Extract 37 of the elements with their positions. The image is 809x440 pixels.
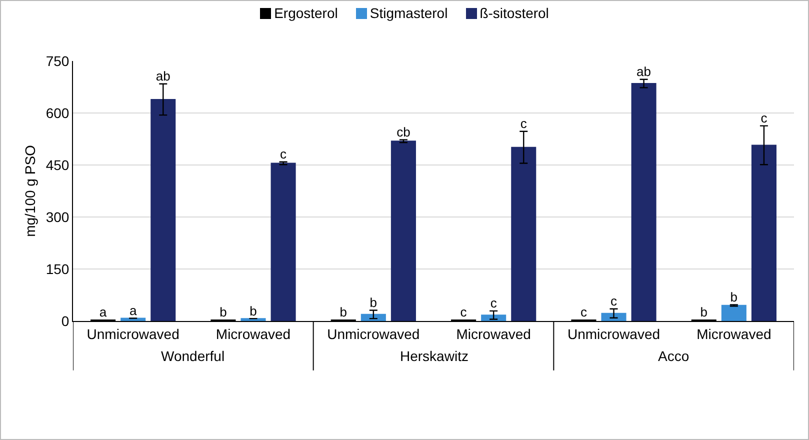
- y-tick-label: 450: [46, 156, 70, 173]
- data-label: c: [460, 304, 468, 320]
- x-tick-label: Unmicrowaved: [86, 326, 180, 342]
- x-tick-label: Unmicrowaved: [567, 326, 660, 342]
- legend-label: Stigmasterol: [370, 5, 448, 21]
- data-label: a: [99, 304, 108, 320]
- x-tick-label: Unmicrowaved: [327, 326, 420, 342]
- data-label: c: [520, 116, 528, 132]
- data-label: c: [490, 296, 498, 311]
- data-label: a: [129, 302, 138, 318]
- data-label: b: [220, 304, 227, 320]
- x-tick-label: Microwaved: [456, 326, 531, 342]
- text: Acco: [658, 348, 690, 364]
- legend-label: ß-sitosterol: [480, 5, 549, 21]
- data-label: ab: [636, 64, 652, 80]
- data-label: b: [370, 295, 378, 310]
- data-label: b: [700, 304, 708, 320]
- legend-label: Ergosterol: [274, 5, 338, 21]
- x-tick-label: Microwaved: [216, 326, 291, 342]
- text: Herskawitz: [400, 348, 468, 364]
- x-tick-label: Microwaved: [696, 326, 772, 342]
- data-label: b: [730, 289, 738, 304]
- y-tick-label: 750: [46, 52, 70, 69]
- data-label: c: [610, 294, 618, 309]
- data-label: cb: [396, 124, 410, 140]
- data-label: c: [760, 110, 768, 126]
- y-tick-label: 600: [46, 104, 70, 121]
- y-tick-label: 0: [61, 312, 70, 329]
- data-label: b: [340, 304, 347, 320]
- y-tick-label: 150: [46, 260, 70, 277]
- y-axis-title: mg/100 g PSO: [22, 144, 38, 237]
- data-label: b: [250, 303, 257, 318]
- y-tick-label: 300: [46, 208, 70, 225]
- data-label: c: [580, 304, 588, 320]
- text: Wonderful: [161, 348, 225, 364]
- data-label: ab: [156, 68, 170, 84]
- data-label: c: [280, 146, 288, 162]
